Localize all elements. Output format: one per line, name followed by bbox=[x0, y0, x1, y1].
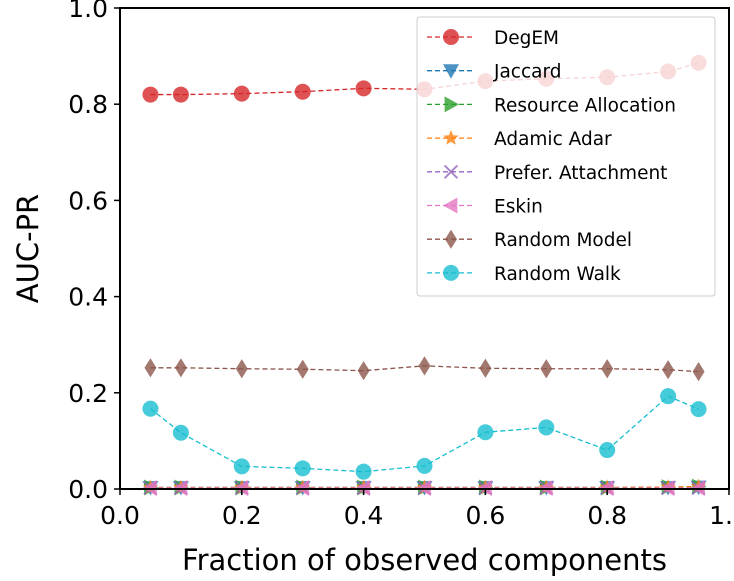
legend-item: DegEM bbox=[427, 28, 559, 49]
data-point bbox=[418, 356, 431, 376]
legend-item: Jaccard bbox=[427, 62, 562, 83]
y-tick-label: 0.2 bbox=[68, 379, 108, 408]
legend-marker bbox=[444, 96, 459, 113]
data-point bbox=[477, 424, 494, 441]
data-point bbox=[233, 85, 250, 102]
data-point bbox=[294, 83, 311, 100]
data-point bbox=[174, 358, 187, 378]
x-tick-label: 1.0 bbox=[709, 501, 734, 530]
legend-marker bbox=[443, 29, 459, 45]
plot-frame bbox=[119, 7, 730, 490]
legend: DegEM Jaccard Resource Allocation Adamic Ad… bbox=[416, 16, 716, 297]
legend-marker bbox=[443, 264, 459, 281]
y-tick-label: 0.4 bbox=[68, 283, 108, 312]
data-point bbox=[355, 80, 372, 97]
series-random-model bbox=[144, 356, 705, 382]
tick-layer: 0.0 0.2 0.4 0.6 0.8 1.0 0.0 0.2 0.4 0.6 0.8 1.0 bbox=[68, 0, 734, 530]
legend-label: Random Model bbox=[494, 230, 632, 251]
data-point bbox=[690, 401, 707, 418]
legend-item: Prefer. Attachment bbox=[427, 163, 667, 184]
legend-label: Eskin bbox=[494, 197, 543, 218]
data-point bbox=[172, 424, 189, 441]
x-tick-label: 0.4 bbox=[344, 501, 384, 530]
legend-item: Random Walk bbox=[427, 264, 621, 285]
legend-label: Prefer. Attachment bbox=[494, 163, 667, 184]
legend-label: Random Walk bbox=[494, 264, 621, 285]
data-point bbox=[235, 359, 248, 379]
y-tick-label: 0.8 bbox=[68, 90, 108, 119]
data-point bbox=[540, 359, 553, 379]
data-point bbox=[692, 362, 705, 382]
legend-item: Resource Allocation bbox=[427, 95, 676, 116]
data-point bbox=[142, 86, 159, 103]
legend-item: Random Model bbox=[427, 229, 632, 251]
data-point bbox=[296, 359, 309, 379]
data-point bbox=[144, 358, 157, 378]
legend-label: DegEM bbox=[494, 28, 559, 49]
legend-marker bbox=[443, 197, 458, 214]
data-point bbox=[142, 400, 159, 417]
legend-marker bbox=[443, 64, 459, 79]
legend-marker bbox=[443, 164, 459, 179]
y-axis-label: AUC-PR bbox=[11, 194, 45, 303]
legend-item: Eskin bbox=[427, 197, 543, 218]
legend-label: Resource Allocation bbox=[494, 95, 676, 116]
y-tick-label: 1.0 bbox=[68, 0, 108, 23]
data-point bbox=[416, 457, 433, 474]
legend-marker bbox=[443, 130, 459, 145]
y-tick-label: 0.6 bbox=[68, 186, 108, 215]
y-tick-label: 0.0 bbox=[68, 475, 108, 504]
x-tick-label: 0.2 bbox=[222, 501, 262, 530]
data-point bbox=[601, 359, 614, 379]
legend-label: Adamic Adar bbox=[494, 129, 612, 150]
data-point bbox=[233, 458, 250, 475]
data-point bbox=[660, 388, 677, 405]
data-point bbox=[172, 86, 189, 103]
legend-item: Adamic Adar bbox=[427, 129, 612, 150]
x-tick-label: 0.8 bbox=[587, 501, 627, 530]
legend-marker bbox=[445, 229, 457, 249]
x-tick-label: 0.6 bbox=[466, 501, 506, 530]
legend-frame bbox=[416, 16, 716, 297]
x-axis-label: Fraction of observed components bbox=[182, 543, 667, 577]
data-point bbox=[294, 460, 311, 477]
data-point bbox=[355, 463, 372, 480]
legend-label: Jaccard bbox=[493, 62, 562, 83]
data-point bbox=[479, 358, 492, 378]
data-point bbox=[599, 442, 616, 459]
x-tick-label: 0.0 bbox=[100, 501, 140, 530]
data-point bbox=[538, 419, 555, 436]
series-random-walk bbox=[142, 388, 707, 480]
data-point bbox=[357, 361, 370, 381]
data-point bbox=[662, 360, 675, 380]
